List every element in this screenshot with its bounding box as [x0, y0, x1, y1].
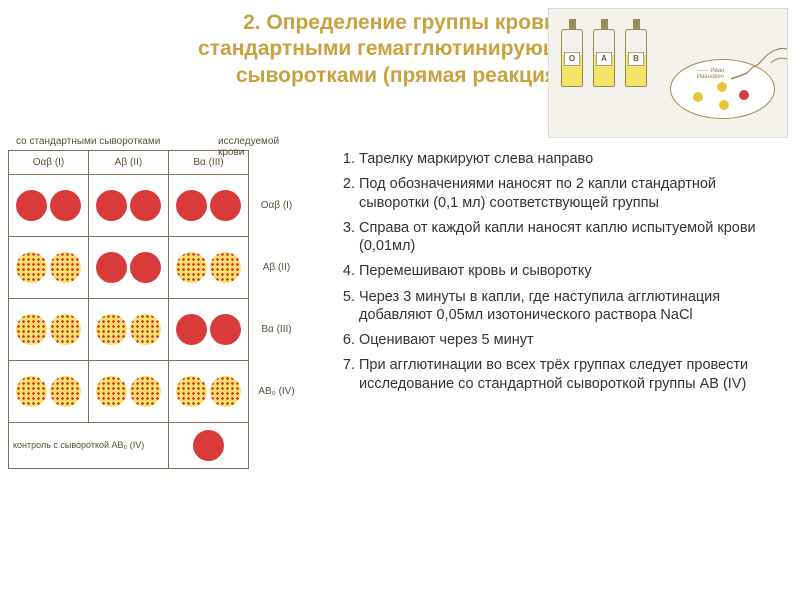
row-label: AB₀ (IV) [249, 361, 303, 423]
chart-header-right: исследуемой крови [218, 136, 303, 158]
cell [9, 361, 89, 423]
row-label: Oαβ (I) [249, 175, 303, 237]
cell [9, 237, 89, 299]
cell [169, 175, 249, 237]
slide-title: 2. Определение группы крови стандартными… [190, 10, 610, 89]
cell [89, 361, 169, 423]
illustration: O A B —— Иван Иванович [548, 8, 788, 138]
step: Перемешивают кровь и сыворотку [359, 262, 786, 280]
hand-icon [729, 45, 789, 81]
cell [169, 361, 249, 423]
step: Тарелку маркируют слева направо [359, 150, 786, 168]
step: Оценивают через 5 минут [359, 331, 786, 349]
cell [169, 299, 249, 361]
control-label: контроль с сывороткой AB₀ (IV) [9, 423, 169, 469]
step: Справа от каждой капли наносят каплю исп… [359, 219, 786, 256]
cell [89, 175, 169, 237]
agglutination-table: со стандартными сыворотками исследуемой … [8, 150, 303, 590]
control-cell [169, 423, 249, 469]
serum-bottles: O A B [561, 19, 647, 89]
row-label: Aβ (II) [249, 237, 303, 299]
bottle-b: B [625, 19, 647, 89]
step: Под обозначениями наносят по 2 капли ста… [359, 175, 786, 212]
procedure-steps: Тарелку маркируют слева направо Под обоз… [331, 150, 786, 400]
bottle-label: O [564, 52, 580, 66]
col-header: Oαβ (I) [9, 151, 89, 175]
cell [9, 299, 89, 361]
bottle-label: B [628, 52, 644, 66]
step: При агглютинации во всех трёх группах сл… [359, 356, 786, 393]
bottle-label: A [596, 52, 612, 66]
cell [9, 175, 89, 237]
bottle-a: A [593, 19, 615, 89]
cell [89, 299, 169, 361]
chart-header-left: со стандартными сыворотками [16, 136, 160, 147]
cell [169, 237, 249, 299]
col-header: Aβ (II) [89, 151, 169, 175]
step: Через 3 минуты в капли, где наступила аг… [359, 288, 786, 325]
bottle-o: O [561, 19, 583, 89]
cell [89, 237, 169, 299]
row-label: Bα (III) [249, 299, 303, 361]
